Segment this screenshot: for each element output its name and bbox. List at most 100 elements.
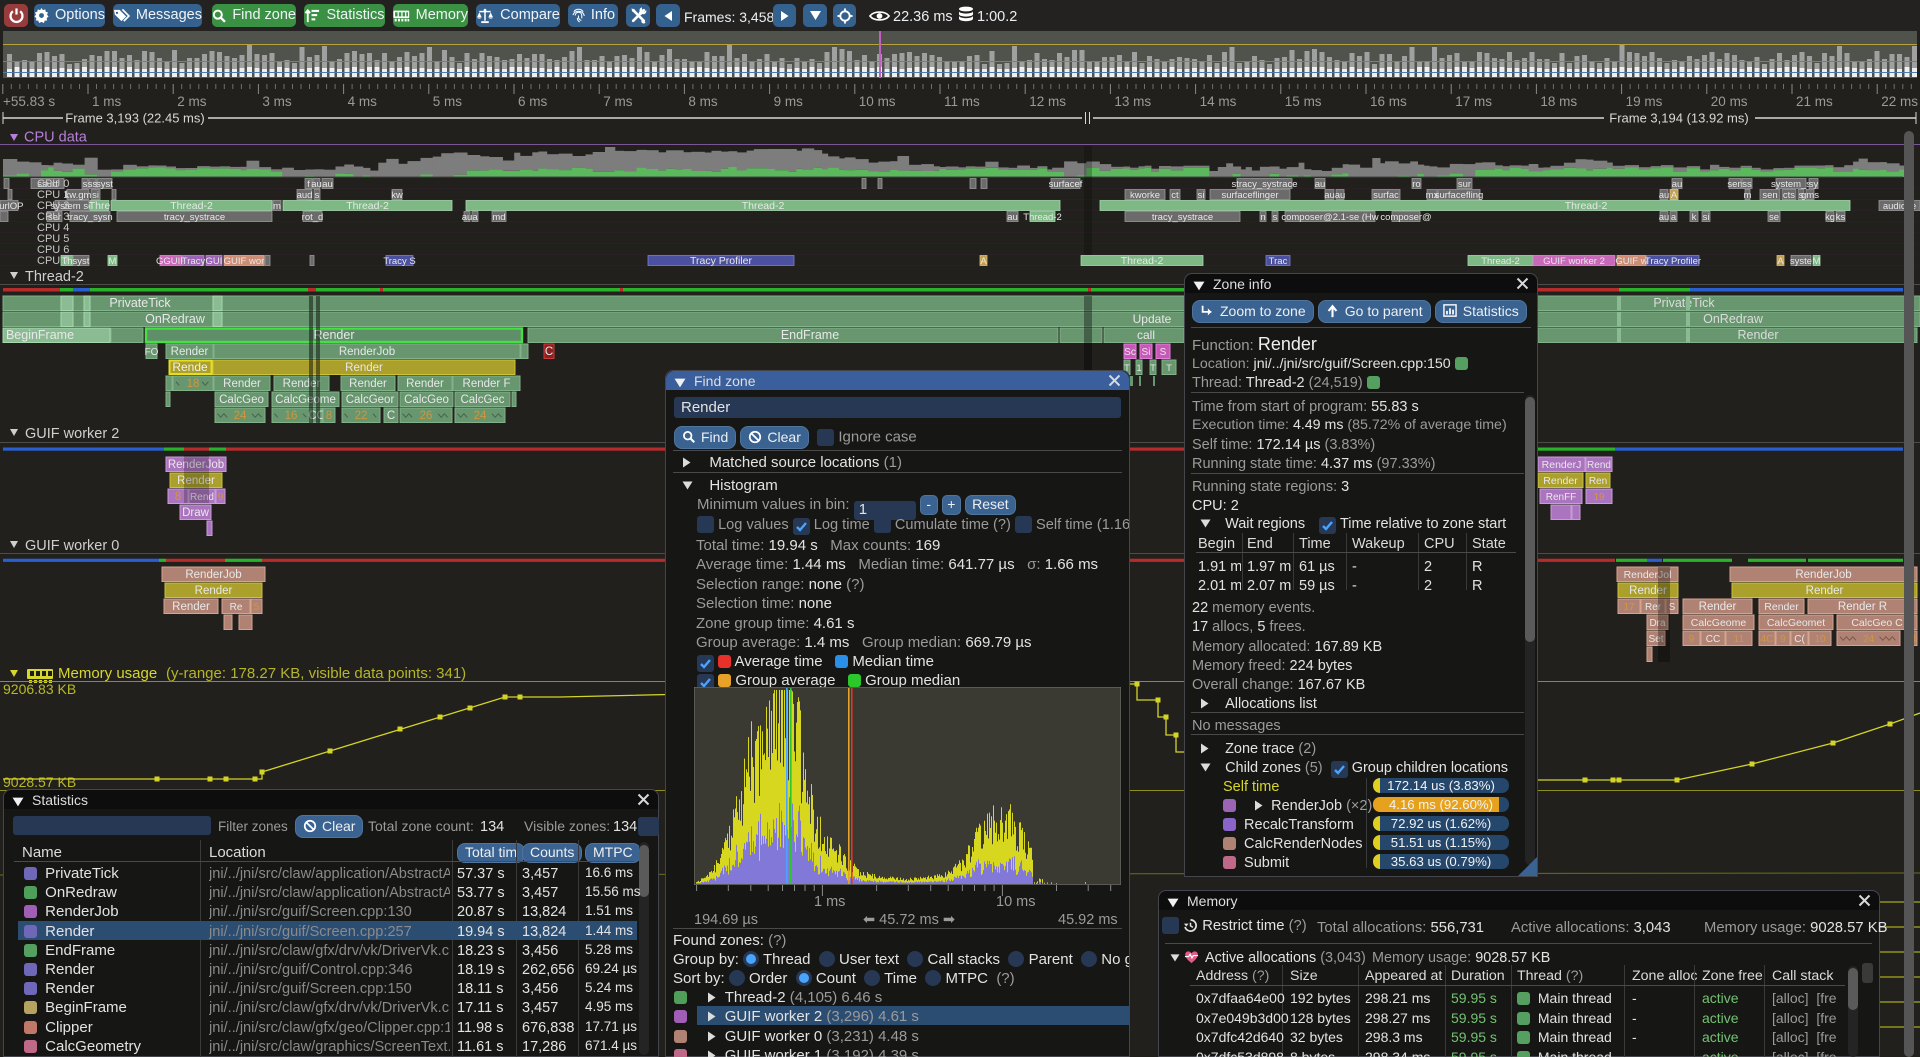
svg-text:C: C <box>387 410 395 422</box>
svg-text:aud: aud <box>297 190 313 201</box>
svg-text:BeginFrame: BeginFrame <box>6 328 74 342</box>
svg-text:Thread-2: Thread-2 <box>170 200 213 212</box>
svg-text:si: si <box>1198 190 1205 201</box>
svg-text:n: n <box>1260 212 1265 223</box>
svg-text:10 ms: 10 ms <box>859 94 896 109</box>
svg-text:T: T <box>1166 363 1172 373</box>
svg-text:Tracy S: Tracy S <box>383 256 415 267</box>
svg-text:A: A <box>980 256 987 267</box>
svg-text:composer@: composer@ <box>1380 212 1431 223</box>
svg-text:12 ms: 12 ms <box>1029 94 1066 109</box>
svg-text:Re: Re <box>230 602 243 613</box>
svg-text:syst: syst <box>96 179 113 190</box>
svg-text:Draw: Draw <box>182 507 210 519</box>
svg-text:RenderJob: RenderJob <box>339 346 395 358</box>
svg-text:9206.83 KB: 9206.83 KB <box>3 681 76 697</box>
svg-text:si: si <box>1703 212 1710 223</box>
svg-text:syst: syst <box>73 256 90 267</box>
svg-text:8: 8 <box>175 491 181 503</box>
svg-text:Tracy: Tracy <box>182 256 206 267</box>
svg-text:Render: Render <box>1806 585 1844 597</box>
svg-text:1: 1 <box>1136 363 1141 373</box>
svg-text:5 ms: 5 ms <box>433 94 463 109</box>
svg-text:tracy_systrace: tracy_systrace <box>1152 212 1213 223</box>
svg-text:Frame 3,193 (22.45 ms): Frame 3,193 (22.45 ms) <box>65 111 204 126</box>
svg-text:surfacef: surfacef <box>1049 179 1083 190</box>
svg-text:2 ms: 2 ms <box>177 94 207 109</box>
svg-text:Tracy Profiler: Tracy Profiler <box>1645 256 1701 267</box>
svg-text:ser: ser <box>48 212 61 223</box>
svg-text:Tracy Profiler: Tracy Profiler <box>690 255 753 267</box>
svg-text:S: S <box>1160 347 1167 358</box>
svg-text:CPU data: CPU data <box>24 130 88 146</box>
svg-text:C(: C( <box>1794 634 1805 645</box>
svg-text:RenderJob: RenderJob <box>185 569 241 581</box>
svg-text:3 ms: 3 ms <box>262 94 292 109</box>
svg-text:Render: Render <box>177 475 215 487</box>
svg-text:PrivateTick: PrivateTick <box>109 296 171 310</box>
svg-text:9: 9 <box>218 492 224 503</box>
svg-text:CalcGeo: CalcGeo <box>404 394 449 406</box>
svg-text:Thread-2: Thread-2 <box>25 269 84 285</box>
svg-text:CPU 1: CPU 1 <box>37 189 69 201</box>
svg-text:OnRedraw: OnRedraw <box>1703 312 1764 326</box>
svg-text:M: M <box>1813 256 1821 267</box>
svg-text:CPU 4: CPU 4 <box>37 222 69 234</box>
svg-text:tracy_sysn: tracy_sysn <box>67 212 112 223</box>
svg-text:CPU 3: CPU 3 <box>37 211 69 223</box>
svg-text:kworke: kworke <box>1130 190 1160 201</box>
svg-text:CC: CC <box>308 410 325 422</box>
svg-text:Thread-2: Thread-2 <box>1565 200 1608 212</box>
svg-text:mx: mx <box>1426 190 1439 201</box>
svg-text:Si: Si <box>1142 347 1151 358</box>
svg-text:stracy_systrace: stracy_systrace <box>1232 179 1298 190</box>
svg-text:kw.gm: kw.gm <box>65 190 92 201</box>
svg-text:21 ms: 21 ms <box>1796 94 1833 109</box>
svg-text:GUIF w: GUIF w <box>1615 256 1647 267</box>
svg-text:system se: system se <box>51 201 94 212</box>
svg-text:RenFF: RenFF <box>1546 492 1577 503</box>
svg-text:kg: kg <box>1825 212 1835 223</box>
svg-text:Thre: Thre <box>89 200 111 212</box>
svg-text:surfacefling: surfacefling <box>1435 190 1484 201</box>
svg-text:Rer: Rer <box>1645 602 1662 613</box>
svg-text:CC: CC <box>1706 634 1720 645</box>
svg-text:surlOP: surlOP <box>0 201 24 212</box>
svg-text:Render: Render <box>171 346 209 358</box>
svg-text:f: f <box>307 179 310 190</box>
svg-text:m: m <box>1744 190 1752 201</box>
svg-text:RenderJ: RenderJ <box>1542 459 1582 471</box>
svg-text:k: k <box>1692 212 1697 223</box>
svg-text:18 ms: 18 ms <box>1540 94 1577 109</box>
svg-text:A: A <box>1671 190 1678 201</box>
svg-text:19 ms: 19 ms <box>1626 94 1663 109</box>
svg-text:OnRedraw: OnRedraw <box>145 312 206 326</box>
svg-text:au: au <box>1659 190 1670 201</box>
svg-text:Rend: Rend <box>1587 460 1611 471</box>
svg-text:RenderJob: RenderJob <box>1795 569 1851 581</box>
svg-text:au: au <box>1315 179 1326 190</box>
svg-text:19: 19 <box>1593 492 1605 503</box>
svg-text:Thread-2: Thread-2 <box>1023 212 1062 223</box>
svg-text:Render: Render <box>345 362 383 374</box>
svg-text:ss: ss <box>1742 179 1752 190</box>
svg-text:26: 26 <box>420 410 433 422</box>
svg-text:call: call <box>1137 328 1155 342</box>
svg-text:s: s <box>1273 212 1278 223</box>
svg-text:4 ms: 4 ms <box>348 94 378 109</box>
svg-text:10: 10 <box>1814 634 1826 645</box>
svg-text:5: 5 <box>254 602 260 613</box>
svg-text:Render: Render <box>172 601 210 613</box>
svg-text:RenderJol: RenderJol <box>1624 569 1672 581</box>
svg-text:22: 22 <box>355 410 368 422</box>
svg-text:Render: Render <box>406 378 444 390</box>
svg-text:8: 8 <box>326 410 332 422</box>
svg-text:(y-range: 178.27 KB, visible d: (y-range: 178.27 KB, visible data points… <box>166 665 466 682</box>
svg-text:8 ms: 8 ms <box>688 94 718 109</box>
svg-text:Update: Update <box>1133 312 1172 326</box>
svg-text:kw: kw <box>391 190 403 201</box>
svg-text:Render: Render <box>1764 601 1799 613</box>
svg-text:Render: Render <box>1543 475 1578 487</box>
svg-text:Thread-2: Thread-2 <box>742 200 785 212</box>
svg-text:16 ms: 16 ms <box>1370 94 1407 109</box>
